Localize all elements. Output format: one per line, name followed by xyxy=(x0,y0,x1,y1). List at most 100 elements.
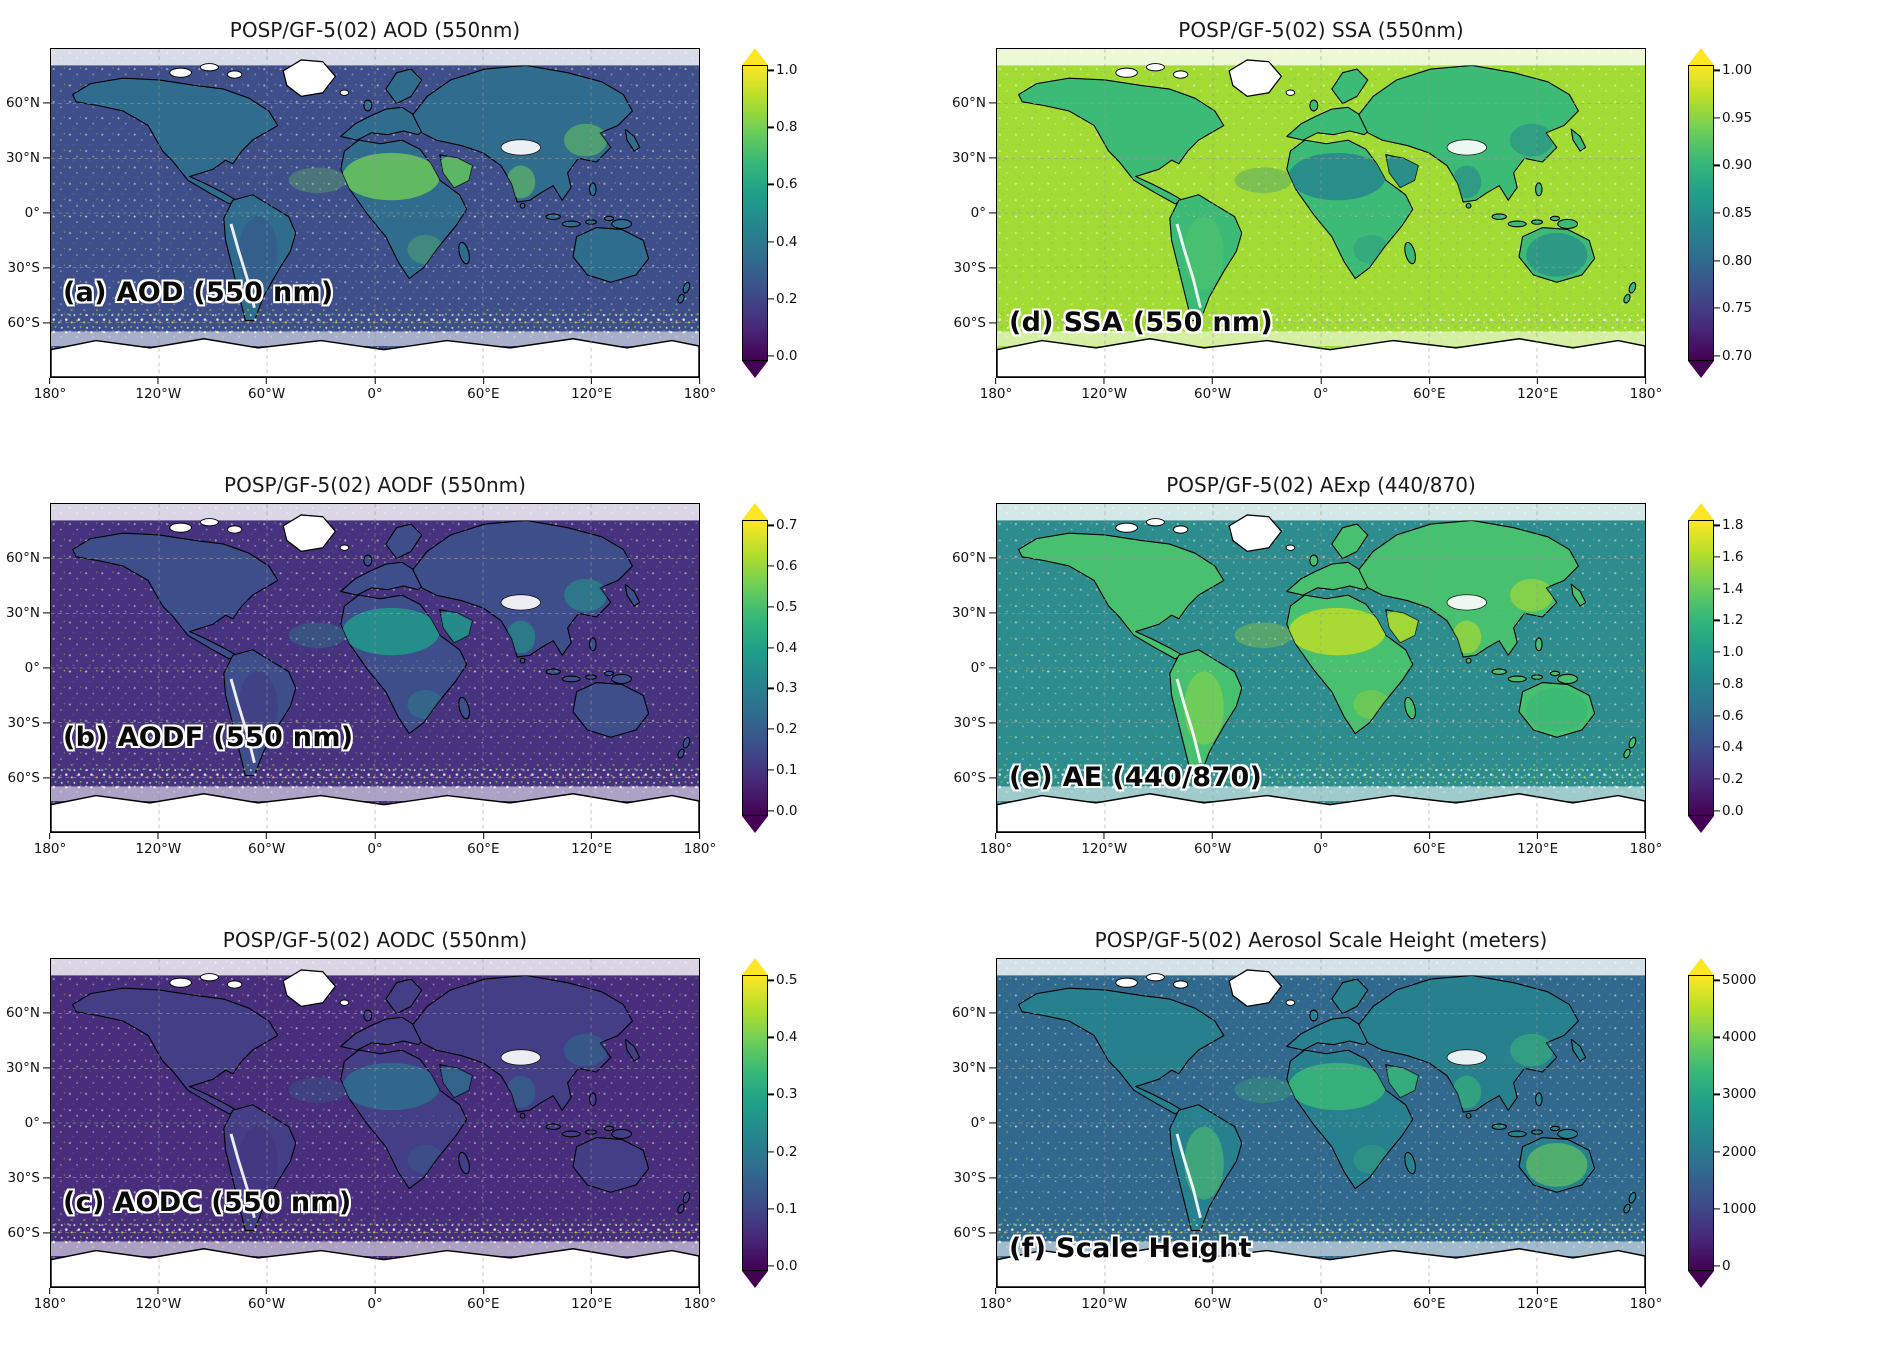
panel-e: POSP/GF-5(02) AExp (440/870) 60°N 30°N 0° 3… xyxy=(946,455,1892,910)
lon-tick: 120°E xyxy=(571,386,613,402)
x-axis-ticks: 180° 120°W 60°W 0° 60°E 120°E 180° xyxy=(34,378,717,404)
lon-tick: 60°W xyxy=(1194,1296,1232,1312)
lon-tick: 60°W xyxy=(1194,386,1232,402)
colorbar-arrow-bottom-icon xyxy=(1688,361,1714,378)
colorbar-tick: 0.85 xyxy=(1722,205,1753,221)
x-axis-ticks: 180° 120°W 60°W 0° 60°E 120°E 180° xyxy=(980,378,1663,404)
colorbar-tick: 0.7 xyxy=(776,517,798,534)
lat-tick: 60°S xyxy=(953,1224,987,1241)
colorbar: 1.00 0.95 0.90 0.85 0.80 0.75 0.70 xyxy=(1688,48,1752,378)
lon-tick: 180° xyxy=(33,841,67,857)
panel-c: POSP/GF-5(02) AODC (550nm) 60°N 30°N 0° 30°… xyxy=(0,910,946,1365)
colorbar-ticks: 1.0 0.8 0.6 0.4 0.2 0.0 xyxy=(743,62,797,363)
colorbar-arrow-top-icon xyxy=(742,503,768,520)
panel-title: POSP/GF-5(02) AODC (550nm) xyxy=(222,928,528,952)
colorbar-tick: 0.1 xyxy=(776,761,798,778)
panel-title: POSP/GF-5(02) AODF (550nm) xyxy=(224,473,526,497)
colorbar-arrow-bottom-icon xyxy=(1688,816,1714,833)
lat-tick: 60°N xyxy=(951,1005,986,1021)
lon-tick: 180° xyxy=(683,1296,717,1312)
panel-d: POSP/GF-5(02) SSA (550nm) 60°N 30°N 0° 30°S… xyxy=(946,0,1892,455)
lat-tick: 30°S xyxy=(953,260,987,276)
colorbar-arrow-bottom-icon xyxy=(1688,1271,1714,1288)
lon-tick: 180° xyxy=(1629,841,1663,857)
lat-tick: 30°N xyxy=(5,1059,40,1076)
colorbar-tick: 0.4 xyxy=(776,639,798,656)
lon-tick: 180° xyxy=(979,386,1013,402)
panel-label: (c) AODC (550 nm) xyxy=(63,1187,352,1219)
lon-tick: 180° xyxy=(1629,1296,1663,1312)
colorbar-tick: 0.8 xyxy=(1722,675,1744,692)
map-canvas: (b) AODF (550 nm) xyxy=(50,503,700,833)
colorbar-tick: 0.0 xyxy=(1722,802,1744,819)
colorbar-tick: 1.4 xyxy=(1722,580,1744,597)
colorbar-tick: 1.6 xyxy=(1722,549,1744,566)
colorbar-tick: 0.4 xyxy=(776,233,798,250)
colorbar-gradient: 1.00 0.95 0.90 0.85 0.80 0.75 0.70 xyxy=(1688,62,1752,364)
colorbar-tick: 0.2 xyxy=(776,290,798,307)
colorbar-tick: 0.6 xyxy=(776,176,798,193)
colorbar-ticks: 0.7 0.6 0.5 0.4 0.3 0.2 0.1 0.0 xyxy=(743,517,797,818)
colorbar-tick: 0.2 xyxy=(776,1143,798,1160)
lon-tick: 180° xyxy=(1629,386,1663,402)
map-canvas: (f) Scale Height xyxy=(996,958,1646,1288)
lat-tick: 0° xyxy=(970,205,986,221)
lon-tick: 0° xyxy=(367,841,383,857)
colorbar-tick: 0.4 xyxy=(1722,739,1744,756)
panel-a: POSP/GF-5(02) AOD (550nm) 60°N 30°N 0° 30°S… xyxy=(0,0,946,455)
lon-tick: 180° xyxy=(683,386,717,402)
colorbar-tick: 0.2 xyxy=(776,721,798,738)
panel-label: (f) Scale Height xyxy=(1009,1233,1252,1265)
colorbar-zone: 0.5 0.4 0.3 0.2 0.1 0.0 xyxy=(700,958,946,1288)
lat-tick: 60°S xyxy=(953,769,987,786)
lon-tick: 60°E xyxy=(467,386,500,402)
colorbar-tick: 2000 xyxy=(1722,1143,1757,1160)
colorbar-zone: 1.0 0.8 0.6 0.4 0.2 0.0 xyxy=(700,48,946,378)
lon-tick: 120°W xyxy=(1081,1296,1128,1312)
lat-tick: 30°S xyxy=(7,260,41,276)
lat-tick: 0° xyxy=(24,205,40,221)
panel-label: (d) SSA (550 nm) xyxy=(1009,306,1273,338)
panel-title: POSP/GF-5(02) AExp (440/870) xyxy=(1166,473,1476,497)
colorbar: 1.0 0.8 0.6 0.4 0.2 0.0 xyxy=(742,48,797,378)
panel-f: POSP/GF-5(02) Aerosol Scale Height (mete… xyxy=(946,910,1892,1365)
colorbar-arrow-top-icon xyxy=(1688,503,1714,520)
lat-tick: 30°S xyxy=(953,715,987,731)
lat-tick: 60°N xyxy=(951,550,986,566)
colorbar-zone: 5000 4000 3000 2000 1000 0 xyxy=(1646,958,1892,1288)
y-axis-ticks: 60°N 30°N 0° 30°S 60°S xyxy=(946,48,996,378)
lon-tick: 120°W xyxy=(135,841,182,857)
colorbar-tick: 0.70 xyxy=(1722,347,1753,364)
lat-tick: 30°N xyxy=(5,149,40,166)
lat-tick: 30°S xyxy=(953,1170,987,1186)
lat-tick: 30°S xyxy=(7,1170,41,1186)
lon-tick: 60°W xyxy=(1194,841,1232,857)
lon-tick: 0° xyxy=(1313,1296,1329,1312)
x-axis-ticks: 180° 120°W 60°W 0° 60°E 120°E 180° xyxy=(980,1288,1663,1314)
colorbar-gradient: 1.8 1.6 1.4 1.2 1.0 0.8 0.6 0.4 0.2 0.0 xyxy=(1688,517,1743,819)
map-canvas: (c) AODC (550 nm) xyxy=(50,958,700,1288)
colorbar: 1.8 1.6 1.4 1.2 1.0 0.8 0.6 0.4 0.2 0.0 xyxy=(1688,503,1743,833)
colorbar-tick: 0.80 xyxy=(1722,252,1753,269)
lat-tick: 30°S xyxy=(7,715,41,731)
colorbar-gradient: 0.7 0.6 0.5 0.4 0.3 0.2 0.1 0.0 xyxy=(742,517,797,819)
x-axis-ticks: 180° 120°W 60°W 0° 60°E 120°E 180° xyxy=(980,833,1663,859)
map-canvas: (a) AOD (550 nm) xyxy=(50,48,700,378)
colorbar-tick: 0 xyxy=(1722,1257,1731,1274)
lon-tick: 120°W xyxy=(1081,386,1128,402)
colorbar-tick: 0.6 xyxy=(776,558,798,575)
lon-tick: 60°W xyxy=(248,1296,286,1312)
lon-tick: 180° xyxy=(979,1296,1013,1312)
y-axis-ticks: 60°N 30°N 0° 30°S 60°S xyxy=(946,503,996,833)
lon-tick: 120°E xyxy=(571,1296,613,1312)
lat-tick: 60°S xyxy=(7,1224,41,1241)
lat-tick: 60°S xyxy=(7,769,41,786)
colorbar-tick: 0.5 xyxy=(776,972,798,989)
map-canvas: (d) SSA (550 nm) xyxy=(996,48,1646,378)
lon-tick: 120°W xyxy=(1081,841,1128,857)
colorbar-tick: 1.8 xyxy=(1722,517,1744,534)
panel-b: POSP/GF-5(02) AODF (550nm) 60°N 30°N 0° 30°… xyxy=(0,455,946,910)
colorbar-tick: 0.0 xyxy=(776,347,798,364)
y-axis-ticks: 60°N 30°N 0° 30°S 60°S xyxy=(946,958,996,1288)
colorbar-tick: 0.5 xyxy=(776,598,798,615)
